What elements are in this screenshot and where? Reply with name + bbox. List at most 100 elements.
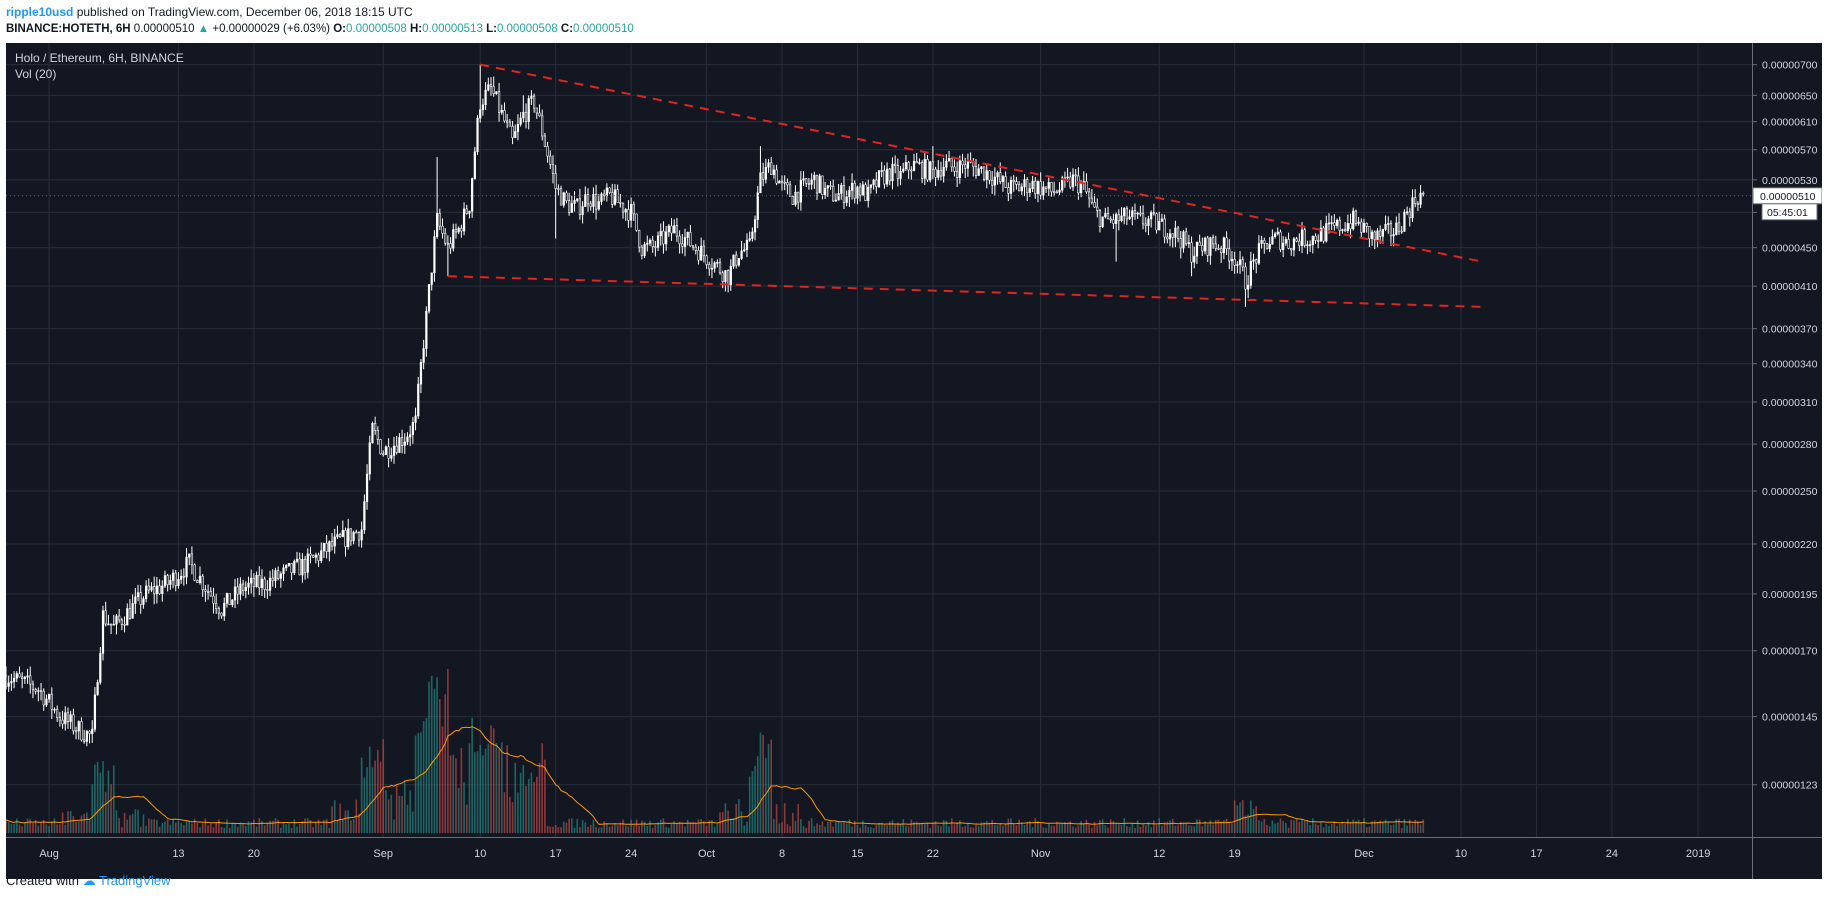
candle-body: [966, 160, 970, 169]
up-arrow-icon: ▲: [197, 23, 210, 35]
tradingview-logo-icon[interactable]: ☁: [82, 873, 96, 888]
candle-body: [287, 563, 291, 566]
candle-body: [301, 558, 304, 576]
volume-bar: [110, 784, 112, 833]
volume-bar: [1347, 819, 1349, 833]
candle-body: [1031, 180, 1034, 189]
candle-body: [842, 185, 846, 203]
volume-bar: [1072, 826, 1074, 833]
volume-bar: [1166, 821, 1169, 833]
volume-bar: [826, 821, 829, 833]
candle-body: [1300, 229, 1304, 246]
volume-bar: [1123, 818, 1126, 833]
candle-body: [1093, 201, 1096, 208]
candle-body: [1139, 212, 1142, 215]
volume-bar: [1177, 825, 1179, 833]
candle-body: [686, 231, 689, 238]
open-label: O:: [333, 23, 346, 35]
volume-bar: [1371, 821, 1373, 833]
candle-body: [697, 250, 700, 261]
candle-body: [239, 583, 242, 595]
last-price-label: 0.00000510: [1760, 191, 1816, 203]
candle-body: [212, 595, 215, 604]
volume-bar: [975, 824, 977, 833]
candle-body: [568, 200, 571, 213]
volume-bar: [1382, 821, 1384, 833]
volume-bar: [1220, 821, 1223, 833]
candle-body: [1225, 237, 1228, 250]
volume-bar: [204, 818, 207, 833]
volume-bar: [1406, 825, 1408, 833]
volume-bar: [824, 826, 826, 833]
volume-bar: [242, 822, 244, 833]
volume-bar: [312, 826, 314, 833]
volume-legend: Vol (20): [15, 67, 57, 81]
volume-bar: [923, 823, 926, 833]
price-tick-label: 0.00000195: [1762, 589, 1818, 601]
volume-bar: [1163, 822, 1166, 833]
volume-bar: [1395, 819, 1398, 833]
candle-body: [883, 170, 886, 185]
candle-body: [1198, 241, 1201, 246]
publish-info: ripple10usd published on TradingView.com…: [6, 4, 413, 20]
volume-bar: [638, 826, 641, 833]
symbol-info: BINANCE:HOTETH, 6H 0.00000510 ▲ +0.00000…: [6, 21, 634, 37]
candle-body: [845, 196, 848, 203]
volume-bar: [1007, 818, 1010, 833]
candle-body: [1150, 212, 1153, 220]
volume-bar: [430, 675, 433, 833]
candle-body: [993, 176, 996, 186]
candle-body: [559, 188, 563, 206]
candle-body: [869, 184, 873, 188]
volume-bar: [1004, 823, 1007, 833]
volume-bar: [377, 749, 379, 833]
candle-body: [802, 178, 805, 181]
volume-bar: [527, 778, 530, 833]
candle-body: [551, 164, 555, 174]
volume-bar: [1082, 823, 1085, 833]
candle-body: [1085, 181, 1088, 193]
candle-body: [1319, 227, 1322, 242]
time-tick-label: 19: [1229, 848, 1241, 860]
candle-body: [662, 230, 665, 245]
candle-body: [182, 575, 185, 578]
candle-body: [1155, 213, 1158, 231]
volume-bar: [1144, 825, 1147, 833]
candle-body: [1007, 187, 1010, 194]
chart-area[interactable]: 0.00000700 0.00000650 0.00000610 0.00000570…: [6, 43, 1822, 879]
candle-body: [1376, 230, 1379, 240]
candle-body: [145, 585, 148, 599]
candle-body: [252, 577, 255, 588]
volume-bar: [544, 759, 546, 833]
time-tick-label: Nov: [1031, 848, 1051, 860]
price-chart[interactable]: 0.00000700 0.00000650 0.00000610 0.00000570…: [6, 43, 1822, 879]
time-tick-label: 24: [625, 848, 637, 860]
volume-bar: [926, 823, 929, 833]
volume-bar: [1015, 825, 1018, 833]
candle-body: [107, 623, 110, 626]
volume-bar: [1247, 814, 1249, 833]
volume-bar: [1325, 823, 1328, 833]
volume-bar: [444, 694, 447, 833]
volume-bar: [1336, 825, 1338, 833]
author-name[interactable]: ripple10usd: [6, 5, 74, 19]
volume-bar: [484, 748, 487, 833]
volume-bar: [1134, 827, 1136, 833]
volume-bar: [1023, 825, 1026, 833]
volume-bar: [1056, 821, 1058, 833]
volume-bar: [247, 821, 250, 833]
volume-bar: [1077, 825, 1080, 833]
candle-body: [430, 272, 433, 285]
volume-bar: [972, 827, 975, 833]
volume-bar: [729, 818, 732, 833]
candle-body: [66, 712, 70, 722]
candle-body: [850, 182, 854, 191]
candle-body: [1028, 188, 1031, 193]
candle-body: [72, 714, 75, 732]
candle-body: [999, 172, 1002, 182]
volume-bar: [447, 668, 449, 833]
tradingview-link[interactable]: TradingView: [99, 873, 171, 888]
candle-body: [1058, 189, 1061, 193]
candle-body: [500, 110, 503, 113]
time-tick-label: Dec: [1354, 848, 1374, 860]
